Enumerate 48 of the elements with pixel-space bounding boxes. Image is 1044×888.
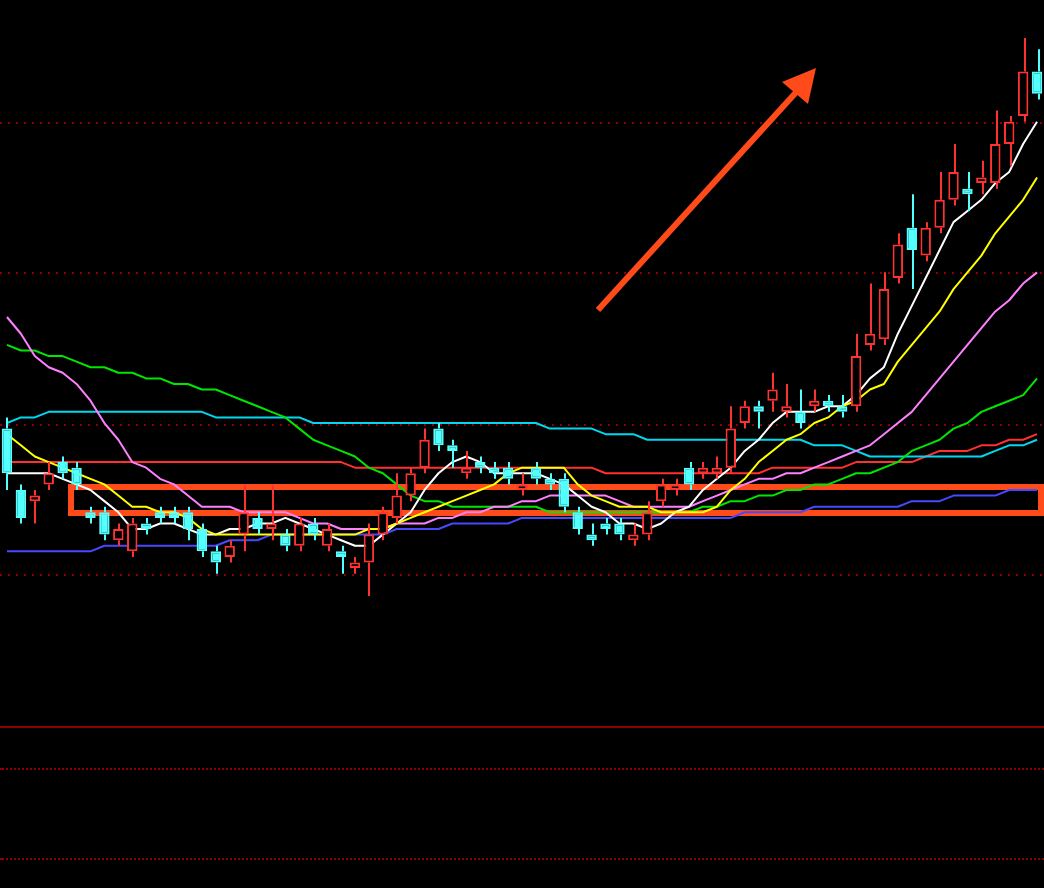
candlestick [948,143,959,207]
candlestick [558,472,569,514]
candlestick [252,511,263,536]
candlestick [892,232,904,285]
candlestick [196,522,208,558]
candlestick [614,516,625,542]
candlestick [642,500,653,542]
candlestick [850,332,862,413]
candlestick [307,516,319,542]
candlestick [990,109,1001,190]
candlestick [600,516,611,536]
candlestick [57,455,68,480]
candlestick [210,544,221,575]
candlestick [920,221,931,263]
candlestick [1,416,13,491]
candlestick [266,483,277,542]
candlestick [71,461,82,491]
candlestick [280,528,291,553]
candlestick [391,472,402,525]
candlestick [238,483,249,553]
candlestick [335,544,347,575]
candlestick [294,516,305,553]
candlestick [363,522,375,597]
candlestick [140,516,152,536]
candlestick [447,438,458,469]
candlestick [475,455,486,475]
candlestick [530,461,542,486]
candlestick [127,516,138,558]
candlestick [1003,115,1015,168]
candlestick [502,461,514,486]
candlestick [878,271,890,346]
candlestick [781,382,792,419]
candlestick [934,170,945,235]
candlestick [168,505,180,525]
candlestick [516,472,528,497]
candlestick [15,483,27,525]
candlestick [669,477,681,497]
candlestick [99,505,110,542]
candlestick [154,505,166,525]
candlestick [377,505,389,542]
candlestick [1031,48,1043,101]
candlestick [753,399,764,430]
candlestick [1017,37,1029,123]
candlestick [906,193,917,291]
candlestick [85,505,96,525]
candlestick [836,394,848,419]
candlestick [795,388,806,430]
candlestick [433,422,444,452]
